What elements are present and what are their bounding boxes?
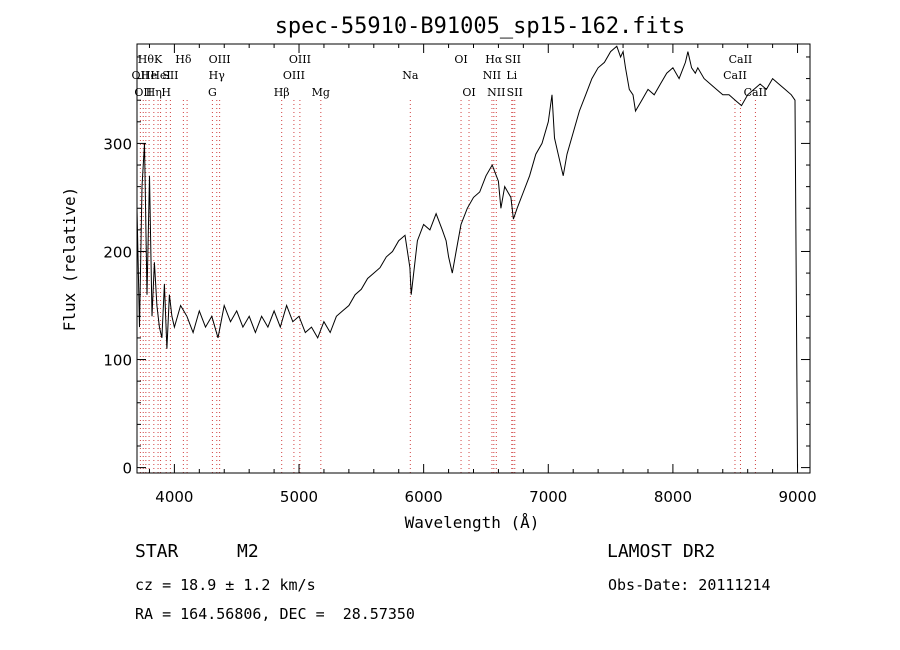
spectral-line-markers: OII OII Hθ He Hη K HeI H SII Hδ G Hγ OIII Hβ OIII OIII M… (132, 53, 768, 473)
line-marker-label-20: OI (462, 86, 475, 99)
x-tick-label-5: 9000 (778, 488, 816, 506)
x-tick-label-0: 4000 (155, 488, 193, 506)
line-marker-label-5: K (154, 53, 163, 66)
line-marker-label-14: Hβ (274, 86, 290, 99)
y-tick-label-1: 100 (103, 352, 132, 370)
x-tick-label-3: 7000 (529, 488, 567, 506)
line-marker-label-29: CaII (744, 86, 768, 99)
x-axis-ticks: 4000 5000 6000 7000 8000 9000 (148, 44, 817, 506)
line-marker-label-22: Hα (485, 53, 503, 66)
survey-name: LAMOST DR2 (607, 541, 716, 562)
y-axis-label: Flux (relative) (60, 187, 79, 332)
x-tick-label-2: 6000 (405, 488, 443, 506)
x-tick-label-4: 8000 (654, 488, 692, 506)
line-marker-label-12: Hγ (209, 69, 226, 82)
line-marker-label-24: Li (506, 69, 517, 82)
line-marker-label-4: Hη (146, 86, 162, 99)
line-marker-label-1: OII (134, 86, 152, 99)
line-marker-label-19: OI (454, 53, 467, 66)
chart-title: spec-55910-B91005_sp15-162.fits (275, 14, 686, 39)
line-marker-label-2: Hθ (138, 53, 155, 66)
line-marker-label-7: H (161, 86, 171, 99)
line-marker-label-11: G (208, 86, 217, 99)
line-marker-label-28: CaII (729, 53, 753, 66)
line-marker-label-8: SII (162, 69, 178, 82)
line-marker-label-26: SII (507, 86, 523, 99)
line-marker-label-16: OIII (289, 53, 311, 66)
y-axis-ticks: 0 100 200 300 (103, 56, 810, 478)
line-marker-label-25: SII (505, 53, 521, 66)
line-marker-label-9: Hδ (175, 53, 192, 66)
plot-frame (136, 43, 811, 474)
object-class: STAR (135, 541, 179, 562)
line-marker-label-15: OIII (283, 69, 305, 82)
line-marker-label-17: Mg (312, 86, 330, 99)
coordinates: RA = 164.56806, DEC = 28.57350 (135, 605, 415, 623)
object-subclass: M2 (237, 541, 259, 562)
observation-date: Obs-Date: 20111214 (608, 576, 771, 594)
y-tick-label-0: 0 (122, 460, 132, 478)
line-marker-label-18: Na (402, 69, 419, 82)
spectrum-series-line (136, 45, 798, 468)
x-tick-label-1: 5000 (280, 488, 318, 506)
line-marker-label-3: He (141, 69, 157, 82)
line-marker-label-23: NII (487, 86, 505, 99)
line-marker-label-0: OII (132, 69, 150, 82)
y-tick-label-2: 200 (103, 243, 132, 261)
line-marker-label-13: OIII (209, 53, 231, 66)
line-marker-label-21: NII (483, 69, 501, 82)
line-marker-label-27: CaII (723, 69, 747, 82)
redshift-velocity: cz = 18.9 ± 1.2 km/s (135, 576, 316, 594)
y-tick-label-3: 300 (103, 135, 132, 153)
line-marker-label-6: HeI (150, 69, 170, 82)
x-axis-label: Wavelength (Å) (405, 513, 540, 532)
